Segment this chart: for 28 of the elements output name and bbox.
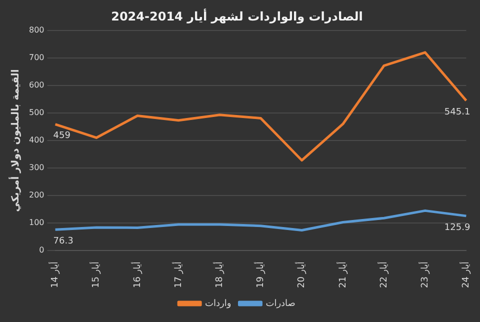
legend-label: واردات [205,298,232,309]
legend-label: صادرات [266,298,296,309]
y-tick-label: 700 [28,53,44,62]
x-tick-label: 15 أيار [90,262,102,288]
y-tick-label: 100 [28,218,44,228]
x-tick-label: 18 أيار [212,262,225,288]
y-tick-label: 400 [28,136,44,145]
y-tick-label: 300 [28,163,44,172]
data-label: 125.9 [444,222,470,233]
x-tick-label: 19 أيار [254,262,266,288]
y-tick-label: 200 [28,190,44,200]
x-tick-label: 24 أيار [460,262,472,288]
x-tick-label: 17 أيار [172,262,184,288]
x-tick-label: 22 أيار [377,262,390,288]
y-tick-label: 0 [39,246,44,255]
x-tick-label: 16 أيار [130,262,143,288]
y-axis-title: القيمة بالمليون دولار أمريكي [8,69,22,212]
data-label: 545.1 [444,107,470,118]
x-tick-label: 14 أيار [48,262,61,288]
data-label: 459 [53,131,71,142]
chart-title: الصادرات والواردات لشهر أيار 2014-2024 [111,8,363,24]
y-tick-label: 600 [28,80,44,90]
y-tick-label: 500 [28,108,44,118]
x-tick-label: 21 أيار [336,262,348,288]
x-tick-label: 20 أيار [295,262,308,288]
data-label: 76.3 [53,236,74,246]
x-tick-label: 23 أيار [418,262,430,288]
y-tick-label: 800 [28,25,44,34]
